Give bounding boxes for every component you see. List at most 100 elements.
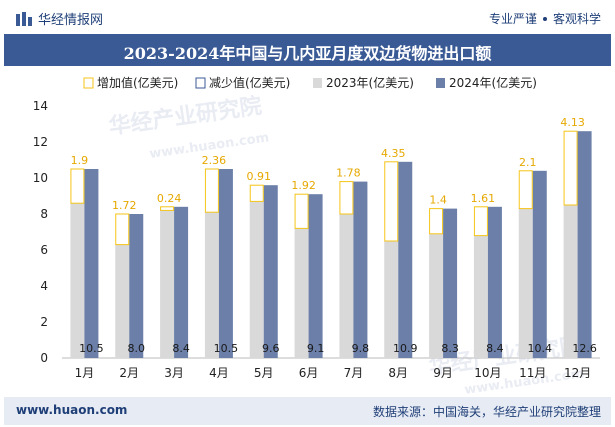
x-tick-label: 11月 (519, 366, 546, 380)
increase-bar (339, 181, 354, 215)
legend-increase-label: 增加值(亿美元) (97, 75, 178, 90)
increase-bar (384, 161, 399, 242)
value-label-2024: 8.4 (486, 342, 504, 355)
bar-2024 (487, 206, 502, 358)
value-label-2024: 9.6 (262, 342, 280, 355)
bar-2024 (577, 131, 592, 358)
x-tick-label: 3月 (164, 366, 184, 380)
value-label-2024: 10.5 (79, 342, 104, 355)
increase-bar (160, 206, 175, 211)
change-label: 1.61 (471, 192, 496, 205)
bar-2023 (518, 208, 533, 358)
change-label: 0.91 (247, 170, 272, 183)
chart-title: 2023-2024年中国与几内亚月度双边货物进出口额 (123, 44, 492, 63)
y-tick-label: 0 (40, 351, 48, 365)
bar-2023 (115, 244, 130, 358)
y-tick-label: 8 (40, 207, 48, 221)
change-label: 0.24 (157, 192, 182, 205)
y-tick-label: 6 (40, 243, 48, 257)
bar-2023 (473, 235, 488, 358)
bar-2024 (443, 208, 458, 358)
bar-2024 (308, 194, 323, 358)
data-source: 数据来源：中国海关，华经产业研究院整理 (372, 405, 601, 419)
footer: www.huaon.com 数据来源：中国海关，华经产业研究院整理 (4, 397, 611, 425)
separator-dot-icon (542, 16, 547, 21)
bar-chart: 华经产业研究院www.huaon.com华经产业研究院www.huaon.com… (33, 75, 600, 397)
bar-2023 (294, 228, 309, 358)
value-label-2024: 10.4 (528, 342, 553, 355)
bar-logo-icon (16, 11, 32, 26)
bar-2024 (263, 185, 278, 358)
brand[interactable]: 华经情报网 (16, 9, 103, 28)
x-tick-label: 12月 (564, 366, 591, 380)
legend-2024-label: 2024年(亿美元) (449, 75, 537, 90)
change-label: 4.13 (560, 116, 585, 129)
bar-2024 (532, 170, 547, 358)
bar-2024 (353, 181, 368, 358)
value-label-2024: 8.4 (172, 342, 190, 355)
y-tick-label: 4 (40, 279, 48, 293)
legend-2024-swatch (436, 78, 445, 88)
watermark-cn-top: 华经产业研究院 (107, 93, 263, 140)
change-label: 2.36 (202, 154, 227, 167)
increase-bar (518, 170, 533, 210)
change-label: 1.9 (71, 154, 89, 167)
increase-bar (473, 206, 488, 237)
y-tick-label: 10 (33, 171, 48, 185)
value-label-2024: 10.9 (393, 342, 418, 355)
top-bar: 华经情报网 专业严谨 客观科学 (0, 0, 615, 34)
legend-decrease-label: 减少值(亿美元) (209, 75, 290, 90)
change-label: 1.4 (429, 194, 447, 207)
legend-2023-swatch (313, 78, 322, 88)
increase-bar (204, 168, 219, 213)
bar-2023 (249, 201, 264, 358)
change-label: 2.1 (519, 156, 537, 169)
footer-url[interactable]: www.huaon.com (16, 403, 128, 417)
y-tick-label: 14 (33, 99, 48, 113)
legend-decrease-swatch (195, 77, 206, 89)
increase-bar (563, 130, 578, 206)
value-label-2024: 8.3 (441, 342, 459, 355)
increase-bar (429, 208, 444, 235)
brand-name: 华经情报网 (38, 13, 104, 28)
bar-2024 (218, 169, 233, 358)
change-label: 4.35 (381, 147, 406, 160)
tag-left: 专业严谨 (488, 12, 537, 26)
value-label-2024: 9.8 (352, 342, 370, 355)
increase-bar (249, 184, 264, 202)
title-bar: 2023-2024年中国与几内亚月度双边货物进出口额 (4, 34, 611, 66)
x-tick-label: 6月 (299, 366, 319, 380)
legend-increase-swatch (83, 77, 94, 89)
y-tick-label: 2 (40, 315, 48, 329)
y-tick-label: 12 (33, 135, 48, 149)
bar-2024 (398, 161, 413, 358)
bar-2023 (384, 241, 399, 358)
x-tick-label: 7月 (344, 366, 364, 380)
x-tick-label: 8月 (388, 366, 408, 380)
change-label: 1.72 (112, 199, 137, 212)
tag-right: 客观科学 (552, 12, 601, 26)
bar-2023 (70, 203, 85, 358)
bar-2023 (204, 212, 219, 358)
bar-2023 (160, 210, 175, 358)
x-tick-label: 2月 (119, 366, 139, 380)
value-label-2024: 10.5 (214, 342, 239, 355)
bar-2023 (339, 214, 354, 358)
tagline: 专业严谨 客观科学 (489, 10, 601, 27)
legend-2023-label: 2023年(亿美元) (326, 75, 414, 90)
bar-2024 (174, 206, 189, 358)
increase-bar (115, 213, 130, 246)
x-tick-label: 5月 (254, 366, 274, 380)
x-tick-label: 9月 (433, 366, 453, 380)
x-tick-label: 1月 (75, 366, 95, 380)
value-label-2024: 8.0 (128, 342, 146, 355)
value-label-2024: 9.1 (307, 342, 325, 355)
increase-bar (294, 193, 309, 229)
bar-2023 (429, 233, 444, 358)
increase-bar (70, 168, 85, 204)
bar-2023 (563, 205, 578, 358)
change-label: 1.78 (336, 167, 361, 180)
bar-2024 (84, 169, 99, 358)
change-label: 1.92 (291, 179, 316, 192)
